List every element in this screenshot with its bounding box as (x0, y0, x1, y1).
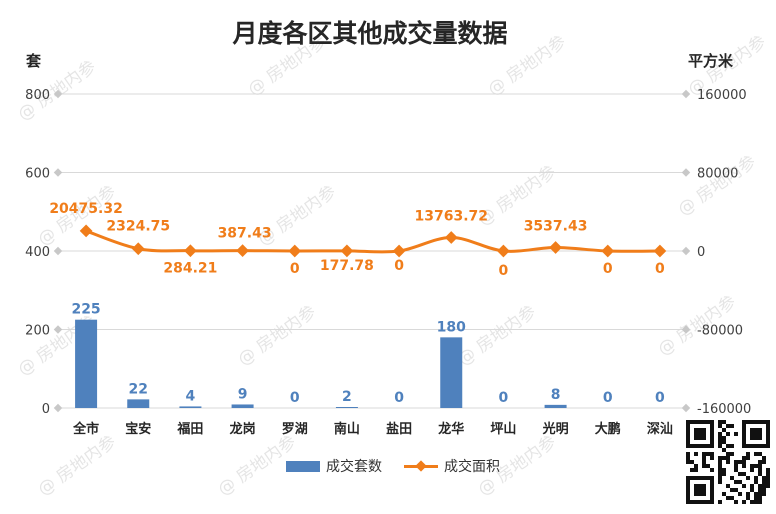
y-left-tick-marker (53, 168, 63, 177)
chart-title: 月度各区其他成交量数据 (232, 19, 508, 48)
watermark-text: @ 房地内参 (234, 302, 320, 370)
line-data-label: 0 (499, 263, 509, 279)
y-right-tick-marker (681, 246, 691, 256)
bar-data-label: 0 (290, 390, 300, 406)
watermark-text: @ 房地内参 (674, 152, 760, 220)
line-point (653, 244, 667, 258)
y-right-tick-label: -160000 (697, 402, 751, 417)
line-data-label: 0 (290, 261, 300, 277)
legend-swatch-bar (286, 460, 320, 472)
line-point (601, 244, 615, 258)
line-point (444, 231, 458, 244)
legend-item-line: 成交面积 (404, 456, 500, 476)
bar-data-label: 22 (129, 381, 148, 397)
line-point (497, 244, 510, 258)
y-left-tick-label: 200 (25, 324, 50, 339)
bar-data-label: 0 (499, 390, 509, 406)
y-right-unit: 平方米 (688, 52, 734, 70)
x-tick-label: 福田 (176, 421, 203, 437)
bar-data-label: 0 (603, 390, 613, 406)
bar-data-label: 4 (186, 388, 196, 404)
line-point (184, 244, 197, 258)
bar (440, 337, 463, 408)
y-left-unit: 套 (26, 52, 42, 70)
line-data-label: 387.43 (218, 226, 272, 242)
legend-item-bar: 成交套数 (286, 456, 382, 476)
bar (179, 406, 202, 408)
line-data-label: 2324.75 (106, 219, 170, 235)
line-data-label: 284.21 (163, 261, 217, 277)
line-data-label: 0 (394, 258, 404, 274)
y-left-tick-marker (53, 403, 63, 413)
bar-data-label: 180 (437, 319, 466, 335)
y-right-tick-label: 0 (697, 245, 705, 260)
x-tick-label: 深汕 (647, 421, 673, 437)
x-tick-label: 全市 (72, 421, 99, 437)
bar (544, 404, 567, 408)
line-data-label: 13763.72 (414, 208, 488, 224)
bar-data-label: 0 (394, 390, 404, 406)
bar (231, 404, 254, 408)
bar-data-label: 2 (342, 389, 352, 405)
x-tick-label: 盐田 (386, 421, 412, 437)
line-point (131, 242, 145, 256)
watermark-text: @ 房地内参 (454, 302, 540, 370)
line-point (340, 244, 354, 258)
y-right-tick-label: 160000 (697, 88, 747, 103)
line-point (288, 244, 302, 258)
line-data-label: 20475.32 (49, 201, 123, 217)
x-tick-label: 龙岗 (230, 421, 256, 437)
x-tick-label: 罗湖 (282, 422, 308, 437)
bar-data-label: 0 (655, 390, 665, 406)
legend: 成交套数 成交面积 (286, 456, 500, 476)
y-left-tick-label: 0 (42, 402, 50, 417)
y-left-tick-marker (53, 325, 63, 334)
legend-swatch-line (404, 460, 438, 472)
line-point (549, 241, 562, 254)
legend-label-line: 成交面积 (444, 459, 500, 475)
line-point (392, 244, 406, 258)
bar-data-label: 9 (238, 386, 248, 402)
line-point (79, 224, 93, 238)
line-data-label: 3537.43 (524, 219, 588, 235)
line-point (236, 244, 249, 257)
x-tick-label: 坪山 (490, 421, 516, 437)
y-right-tick-marker (681, 403, 691, 413)
y-left-tick-label: 800 (25, 88, 50, 103)
bar-data-label: 8 (551, 387, 561, 403)
y-left-tick-marker (53, 89, 63, 99)
x-tick-label: 南山 (334, 421, 360, 437)
y-right-tick-marker (681, 168, 691, 177)
watermark-text: @ 房地内参 (34, 432, 120, 500)
qr-code-icon (686, 420, 770, 504)
bar (127, 399, 150, 408)
x-tick-label: 光明 (542, 421, 569, 437)
bar (75, 319, 98, 408)
y-left-tick-marker (53, 246, 63, 256)
line-data-label: 0 (603, 261, 613, 277)
line-data-label: 177.78 (320, 258, 374, 274)
y-right-tick-label: 80000 (697, 167, 738, 182)
x-tick-label: 龙华 (438, 421, 464, 437)
y-right-tick-label: -80000 (697, 324, 743, 339)
x-tick-label: 大鹏 (595, 421, 621, 437)
bar (335, 407, 358, 408)
x-tick-label: 宝安 (125, 421, 151, 437)
y-left-tick-label: 400 (25, 245, 50, 260)
y-right-tick-marker (681, 325, 691, 334)
y-left-tick-label: 600 (25, 167, 50, 182)
bar-data-label: 225 (71, 302, 100, 318)
legend-label-bar: 成交套数 (326, 459, 382, 475)
line-data-label: 0 (655, 261, 665, 277)
